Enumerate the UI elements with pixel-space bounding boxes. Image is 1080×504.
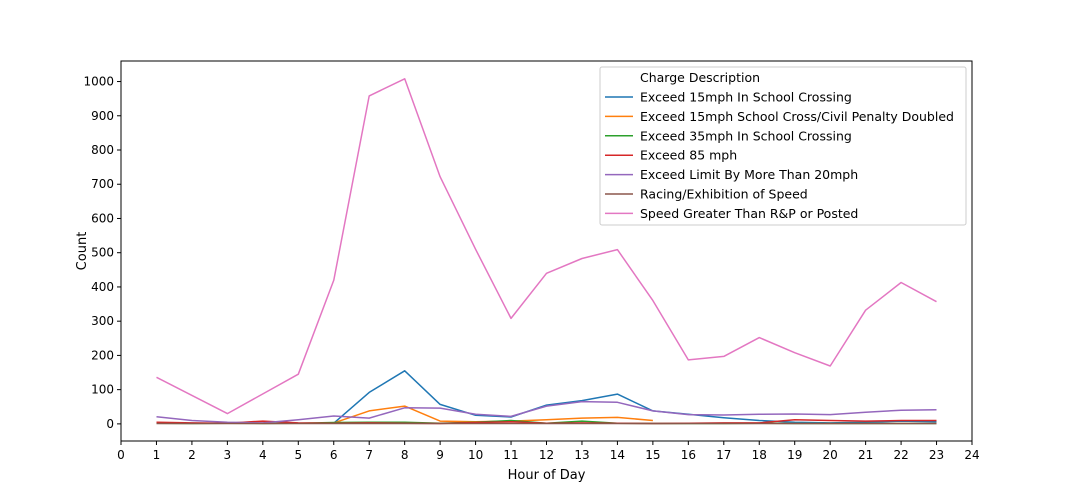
legend-label: Exceed 85 mph bbox=[640, 148, 737, 163]
y-tick-label: 0 bbox=[106, 417, 114, 431]
y-tick-label: 100 bbox=[91, 383, 114, 397]
x-tick-label: 5 bbox=[294, 448, 302, 462]
x-tick-label: 6 bbox=[330, 448, 338, 462]
x-axis-title: Hour of Day bbox=[508, 468, 586, 483]
x-tick-label: 13 bbox=[574, 448, 589, 462]
x-tick-label: 9 bbox=[436, 448, 444, 462]
x-tick-label: 2 bbox=[188, 448, 196, 462]
y-tick-label: 800 bbox=[91, 143, 114, 157]
series-line bbox=[333, 370, 937, 424]
y-tick-label: 400 bbox=[91, 280, 114, 294]
x-tick-label: 3 bbox=[224, 448, 232, 462]
legend-title: Charge Description bbox=[640, 70, 760, 85]
y-tick-label: 1000 bbox=[83, 75, 114, 89]
legend-box bbox=[599, 66, 967, 226]
series-lines bbox=[156, 78, 937, 425]
x-tick-label: 1 bbox=[153, 448, 161, 462]
x-tick-label: 23 bbox=[929, 448, 944, 462]
legend-label: Exceed 15mph In School Crossing bbox=[640, 90, 852, 105]
legend-label: Racing/Exhibition of Speed bbox=[640, 187, 808, 202]
x-tick-label: 21 bbox=[858, 448, 873, 462]
x-tick-label: 22 bbox=[893, 448, 908, 462]
x-tick-label: 8 bbox=[401, 448, 409, 462]
x-tick-label: 19 bbox=[787, 448, 802, 462]
legend-label: Exceed Limit By More Than 20mph bbox=[640, 167, 858, 182]
y-tick-label: 300 bbox=[91, 314, 114, 328]
x-tick-label: 24 bbox=[964, 448, 979, 462]
y-tick-label: 500 bbox=[91, 246, 114, 260]
legend-label: Speed Greater Than R&P or Posted bbox=[640, 206, 858, 221]
legend-label: Exceed 15mph School Cross/Civil Penalty … bbox=[640, 109, 954, 124]
legend-label: Exceed 35mph In School Crossing bbox=[640, 128, 852, 143]
y-tick-label: 200 bbox=[91, 348, 114, 362]
x-axis: 0 1 2 3 4 5 6 7 8 9 10 11 12 13 14 15 16 17 18 19 20 21 22 23 24 bbox=[117, 441, 980, 462]
x-tick-label: 20 bbox=[823, 448, 838, 462]
x-tick-label: 17 bbox=[716, 448, 731, 462]
plot-area-frame bbox=[120, 60, 973, 442]
x-tick-label: 14 bbox=[610, 448, 625, 462]
y-tick-label: 600 bbox=[91, 211, 114, 225]
x-tick-label: 18 bbox=[752, 448, 767, 462]
y-axis-title: Count bbox=[75, 232, 90, 271]
y-tick-label: 900 bbox=[91, 109, 114, 123]
legend-items: Exceed 15mph In School Crossing Exceed 15… bbox=[605, 90, 954, 221]
x-tick-label: 16 bbox=[681, 448, 696, 462]
x-tick-label: 0 bbox=[117, 448, 125, 462]
series-line bbox=[156, 78, 937, 415]
x-tick-label: 12 bbox=[539, 448, 554, 462]
series-line bbox=[156, 400, 937, 424]
legend: Charge Description Exceed 15mph In Schoo… bbox=[599, 66, 967, 226]
x-tick-label: 15 bbox=[645, 448, 660, 462]
x-tick-label: 7 bbox=[365, 448, 373, 462]
y-tick-label: 700 bbox=[91, 177, 114, 191]
x-tick-label: 10 bbox=[468, 448, 483, 462]
x-tick-label: 11 bbox=[503, 448, 518, 462]
y-axis: 0 100 200 300 400 500 600 700 800 900 1000 bbox=[83, 75, 121, 431]
x-tick-label: 4 bbox=[259, 448, 267, 462]
